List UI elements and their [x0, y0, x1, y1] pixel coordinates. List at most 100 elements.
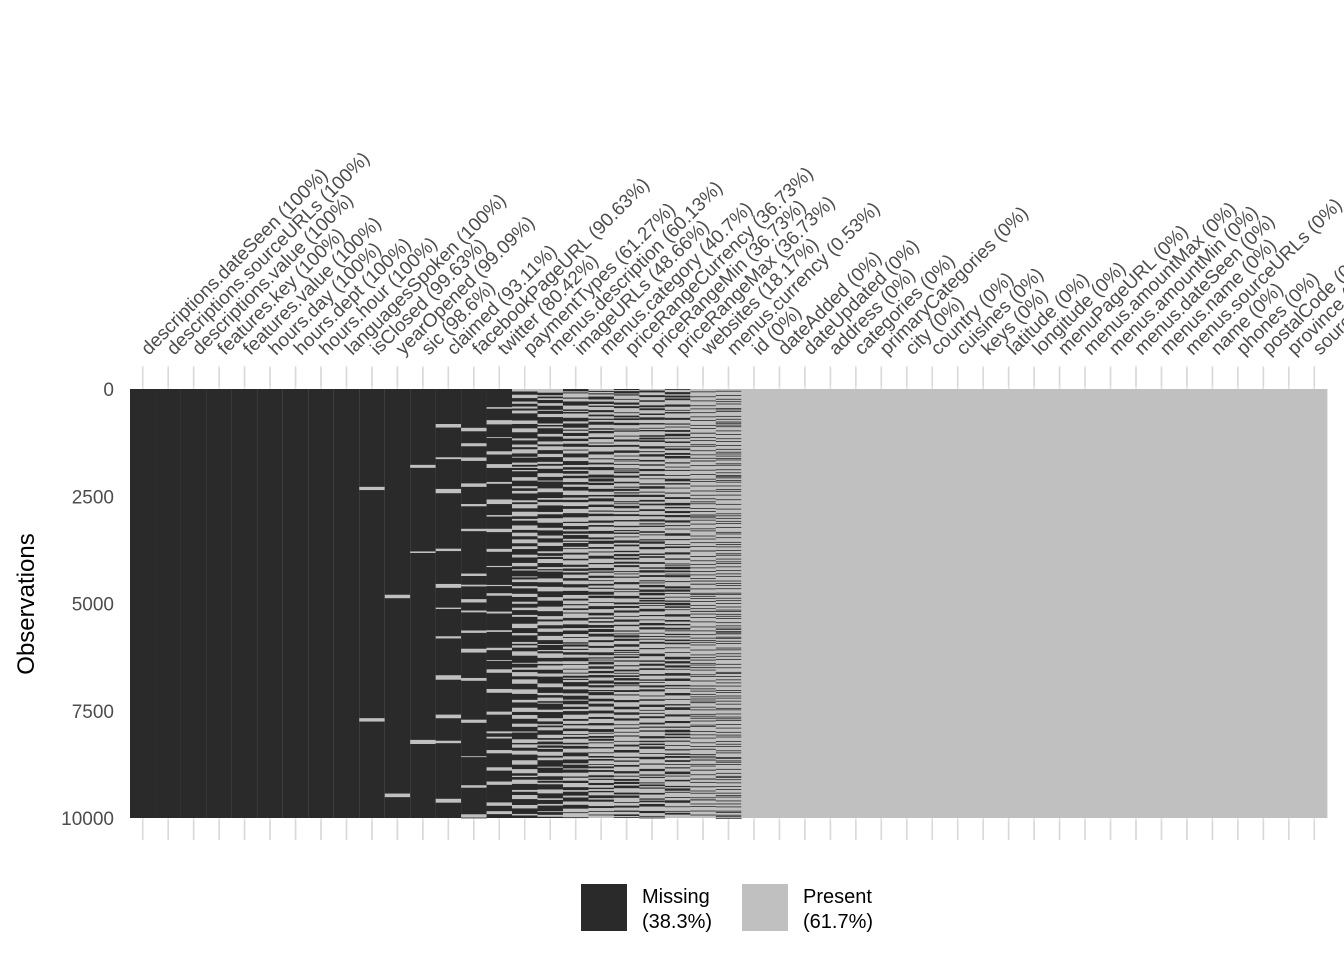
missing-cell [512, 447, 538, 450]
missing-cell [537, 676, 564, 684]
missing-cell [715, 499, 742, 501]
missing-cell [715, 477, 742, 479]
missing-cell [690, 774, 717, 776]
missing-cell [486, 595, 513, 612]
missing-cell [537, 784, 564, 790]
missing-cell [588, 437, 615, 440]
missing-cell [613, 652, 640, 653]
missing-cell [690, 814, 717, 816]
legend-label-present: Present [803, 886, 872, 908]
missing-cell [715, 713, 742, 715]
missing-cell [486, 424, 513, 438]
missing-cell [588, 742, 615, 744]
missing-cell [562, 630, 589, 635]
column-30-cells [868, 389, 895, 818]
missing-cell [512, 647, 538, 652]
missing-cell [588, 621, 615, 623]
missing-cell [690, 731, 717, 732]
missing-cell [512, 536, 538, 540]
missing-cell [537, 444, 564, 447]
missing-cell [537, 695, 564, 698]
missing-cell [613, 678, 640, 681]
missing-cell [588, 735, 615, 738]
missing-cell [690, 706, 717, 708]
column-13-cells [435, 389, 462, 818]
missing-cell [613, 656, 640, 659]
missing-cell [664, 423, 691, 425]
missing-cell [639, 709, 666, 711]
missing-cell [690, 583, 717, 585]
missing-cell [639, 531, 666, 533]
missing-cell [613, 391, 640, 394]
missing-cell [537, 712, 564, 719]
missing-cell [537, 701, 564, 703]
missing-cell [537, 417, 564, 424]
missing-cell [664, 573, 691, 575]
missing-cell [715, 585, 742, 586]
missing-cell [690, 613, 717, 615]
missing-cell [613, 536, 640, 538]
missing-cell [664, 756, 691, 758]
missing-cell [690, 405, 717, 407]
missing-cell [690, 702, 717, 704]
missing-cell [613, 633, 640, 635]
missing-cell [613, 610, 640, 613]
missing-cell [512, 582, 538, 587]
missing-cell [282, 389, 309, 818]
column-32-cells [919, 389, 946, 818]
missing-cell [690, 542, 717, 544]
missing-cell [588, 752, 615, 754]
missing-cell [537, 410, 564, 414]
missing-cell [715, 817, 742, 819]
missing-cell [715, 761, 742, 763]
missing-cell [588, 474, 615, 478]
missing-cell [639, 632, 666, 634]
missing-cell [715, 659, 742, 660]
missing-cell [664, 668, 691, 670]
missing-cell [664, 497, 691, 499]
column-40-cells [1123, 389, 1150, 818]
missing-cell [588, 547, 615, 549]
missing-cell [715, 777, 742, 778]
missing-cell [664, 788, 691, 791]
missing-cell [639, 519, 666, 522]
missing-cell [613, 669, 640, 672]
missing-cell [486, 483, 513, 500]
missing-cell [639, 622, 666, 626]
column-24-cells [715, 389, 742, 819]
missing-cell [613, 463, 640, 465]
column-27-cells [792, 389, 819, 818]
missing-cell [588, 583, 615, 586]
missing-cell [715, 445, 742, 446]
missing-cell [410, 467, 437, 552]
missing-cell [588, 530, 615, 534]
missing-cell [639, 798, 666, 800]
missing-cell [690, 634, 717, 636]
missing-cell [690, 523, 717, 525]
missing-cell [639, 468, 666, 472]
missing-cell [715, 575, 742, 577]
column-45-cells [1250, 389, 1277, 818]
missing-cell [690, 428, 717, 429]
missing-cell [690, 595, 717, 597]
missing-cell [715, 772, 742, 774]
missing-cell [537, 657, 564, 662]
missing-cell [690, 498, 717, 500]
missing-cell [639, 592, 666, 596]
missing-cell [715, 533, 742, 535]
missing-cell [664, 779, 691, 782]
missing-cell [512, 480, 538, 487]
missing-cell [664, 462, 691, 464]
missing-cell [562, 700, 589, 705]
missing-cell [690, 626, 717, 628]
missing-cell [613, 764, 640, 767]
missing-cell [486, 438, 513, 452]
missing-cell [588, 770, 615, 772]
missing-cell [715, 630, 742, 632]
missing-cell [715, 718, 742, 720]
missing-cell [562, 804, 589, 809]
missing-cell [613, 532, 640, 534]
missing-cell [613, 550, 640, 553]
missing-cell [512, 603, 538, 608]
missing-cell [639, 726, 666, 728]
